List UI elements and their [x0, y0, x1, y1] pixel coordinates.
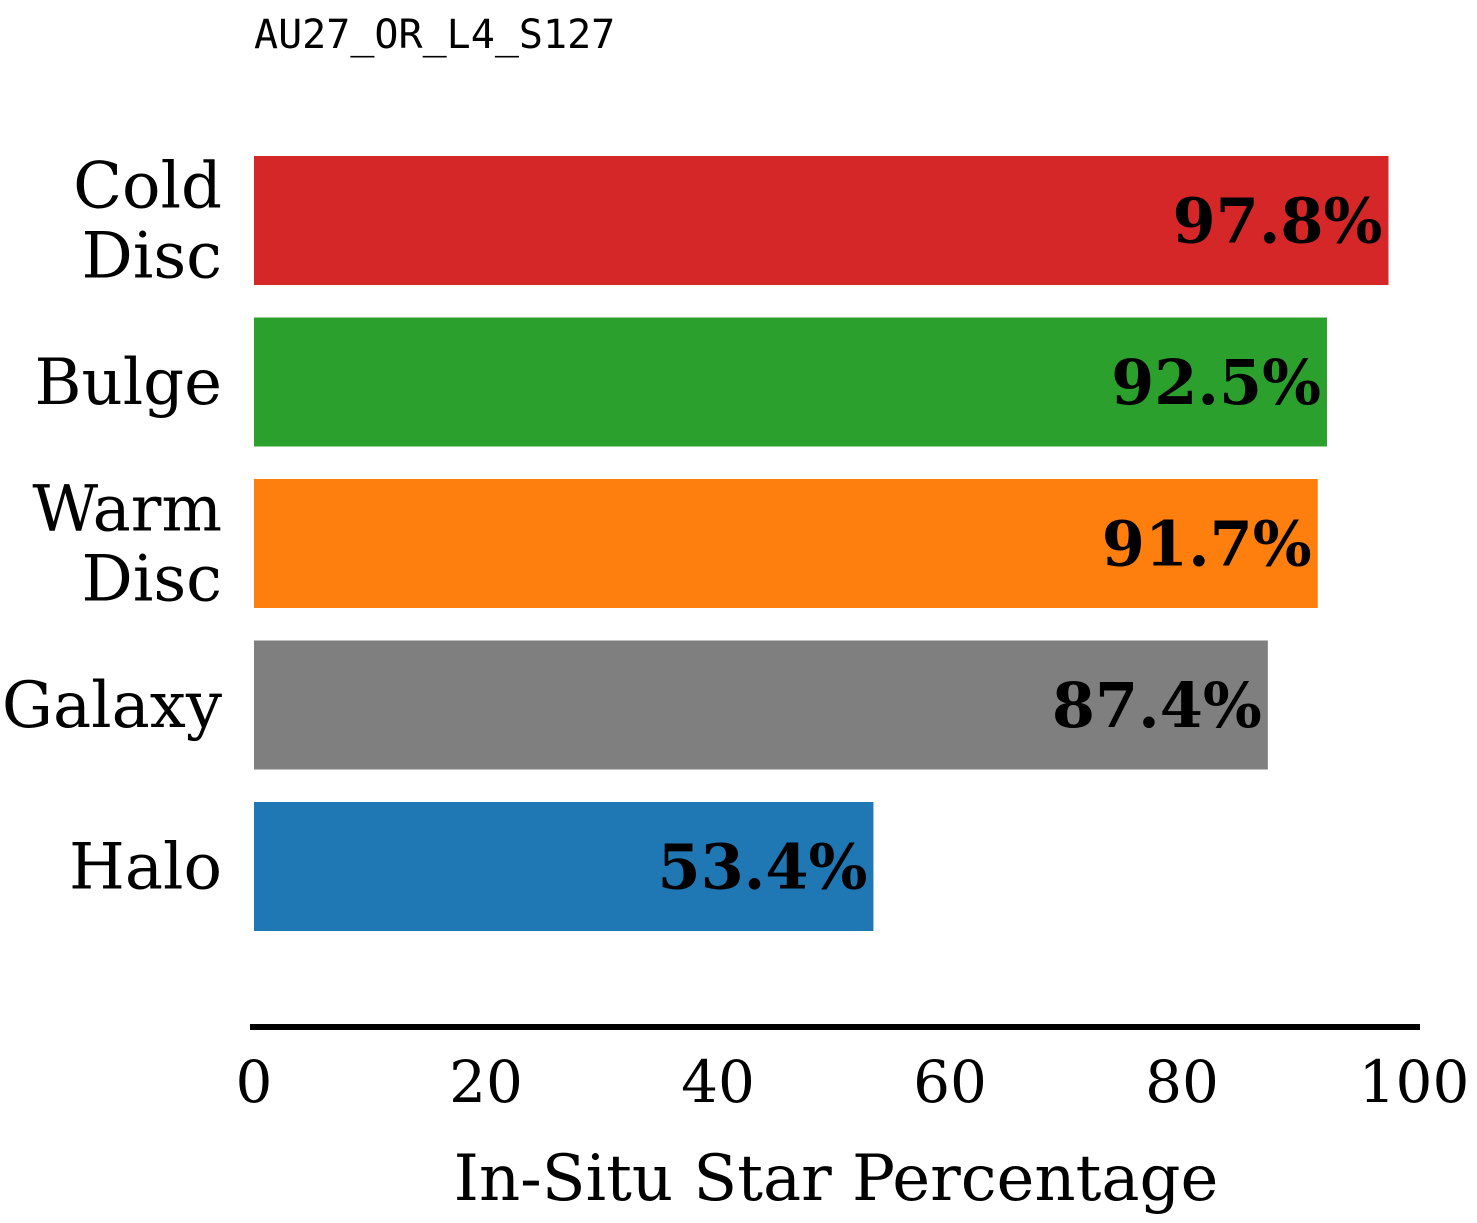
x-tick-label: 20: [449, 1048, 523, 1116]
category-label-line: Galaxy: [2, 669, 222, 743]
category-label: Cold Disc: [73, 150, 222, 294]
category-label-line: Bulge: [34, 346, 222, 420]
x-tick-label: 60: [913, 1048, 987, 1116]
category-label: Halo: [69, 831, 222, 905]
category-label-line: Warm: [32, 473, 222, 547]
bars-group: [254, 156, 1389, 931]
x-tick-label: 0: [236, 1048, 273, 1116]
category-label: Galaxy: [2, 669, 222, 743]
x-tick-labels: 0 20 40 60 80 100: [236, 1048, 1470, 1116]
x-tick-label: 80: [1145, 1048, 1219, 1116]
value-labels: 97.8% 92.5% 91.7% 87.4% 53.4%: [658, 185, 1383, 904]
x-tick-label: 100: [1359, 1048, 1470, 1116]
value-label: 91.7%: [1102, 508, 1312, 581]
x-tick-label: 40: [681, 1048, 755, 1116]
value-label: 97.8%: [1173, 185, 1383, 258]
value-label: 53.4%: [658, 831, 868, 904]
bar: [254, 317, 1327, 447]
category-label-line: Cold: [73, 150, 222, 224]
category-label-line: Halo: [69, 831, 222, 905]
category-label-line: Disc: [82, 543, 222, 617]
category-label: Warm Disc: [32, 473, 222, 617]
x-axis-title: In-Situ Star Percentage: [454, 1142, 1219, 1216]
bar: [254, 156, 1389, 285]
bar: [254, 479, 1318, 608]
bar: [254, 640, 1268, 770]
chart-title: AU27_OR_L4_S127: [254, 12, 615, 58]
bar: [254, 802, 874, 931]
category-label-line: Disc: [82, 220, 222, 294]
category-label: Bulge: [34, 346, 222, 420]
value-label: 87.4%: [1052, 669, 1262, 742]
value-label: 92.5%: [1111, 346, 1321, 419]
